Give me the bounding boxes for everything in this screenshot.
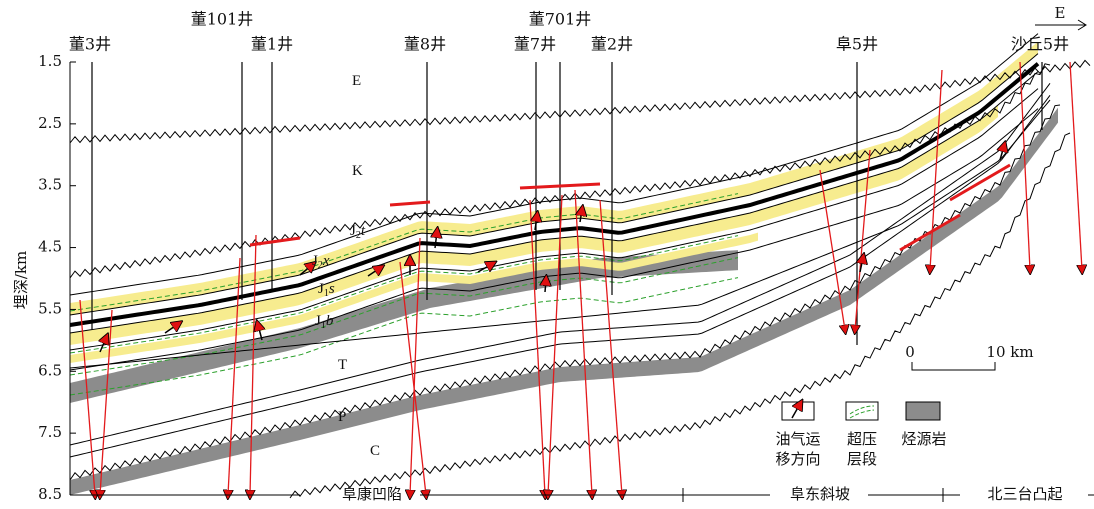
- legend-text: 层段: [847, 450, 877, 468]
- legend-text: 移方向: [775, 450, 820, 468]
- tick-label: 6.5: [38, 361, 62, 379]
- tick-label: 1.5: [38, 52, 62, 70]
- tick-label: 2.5: [38, 114, 62, 132]
- legend: 油气运 移方向 超压 层段 烃源岩: [775, 402, 946, 468]
- stratum-label: K: [352, 163, 363, 179]
- well-label: 董8井: [404, 35, 446, 54]
- legend-swatch: [906, 402, 940, 420]
- tick-label: 4.5: [38, 238, 62, 256]
- boundary: [70, 72, 1038, 333]
- well-label: 董2井: [591, 35, 633, 54]
- axis-label: 埋深/km: [12, 251, 30, 309]
- legend-text: 油气运: [775, 430, 820, 448]
- scale-bar: 0 10 km: [905, 343, 1033, 370]
- region-label: 阜康凹陷: [342, 485, 402, 503]
- well-label: 董3井: [69, 35, 111, 54]
- direction-label: E: [1055, 4, 1066, 22]
- well-label: 董1井: [251, 35, 293, 54]
- depth-axis: 埋深/km 1.5 2.5 3.5 4.5 5.5 6.5 7.5 8.5: [12, 52, 76, 503]
- well-label: 董7井: [514, 35, 556, 54]
- stratum-label: P: [338, 409, 346, 425]
- stratum-label: E: [352, 73, 361, 89]
- region-label: 阜东斜坡: [790, 485, 850, 503]
- stratum-label: J1b: [315, 313, 334, 331]
- tick-label: 3.5: [38, 176, 62, 194]
- cross-section: 董3井 董101井 董1井 董8井 董701井 董7井 董2井 阜5井 沙丘5井…: [0, 0, 1094, 509]
- fault-segment: [250, 238, 300, 245]
- tick-label: 8.5: [38, 485, 62, 503]
- stratum-label: T: [338, 357, 347, 373]
- fault-segment: [390, 202, 430, 205]
- scale-end: 10 km: [986, 343, 1033, 361]
- well-label: 董701井: [529, 10, 592, 29]
- well-label: 阜5井: [836, 35, 878, 54]
- fault-segment: [520, 184, 600, 188]
- regions: 阜康凹陷 阜东斜坡 北三台凸起: [70, 485, 1094, 503]
- fault: [228, 258, 240, 495]
- legend-text: 超压: [847, 430, 877, 448]
- well-labels: 董3井 董101井 董1井 董8井 董701井 董7井 董2井 阜5井 沙丘5井: [69, 10, 1069, 54]
- stratum-label: C: [370, 443, 380, 459]
- migration-arrow: [545, 280, 546, 292]
- legend-text: 烃源岩: [901, 430, 946, 448]
- reservoir: [70, 105, 998, 345]
- well-label: 董101井: [191, 10, 254, 29]
- strata-labels: E K J2t J2x J1s J1b T P C: [312, 73, 380, 459]
- scale-start: 0: [905, 343, 915, 361]
- region-label: 北三台凸起: [987, 485, 1062, 503]
- unconformity: [70, 60, 1090, 143]
- tick-label: 7.5: [38, 423, 62, 441]
- well-label: 沙丘5井: [1011, 35, 1069, 54]
- tick-label: 5.5: [38, 299, 62, 317]
- legend-swatch: [782, 402, 814, 420]
- well-lines: [92, 62, 1042, 345]
- strata-layers: [70, 34, 1090, 498]
- fault: [1070, 62, 1082, 270]
